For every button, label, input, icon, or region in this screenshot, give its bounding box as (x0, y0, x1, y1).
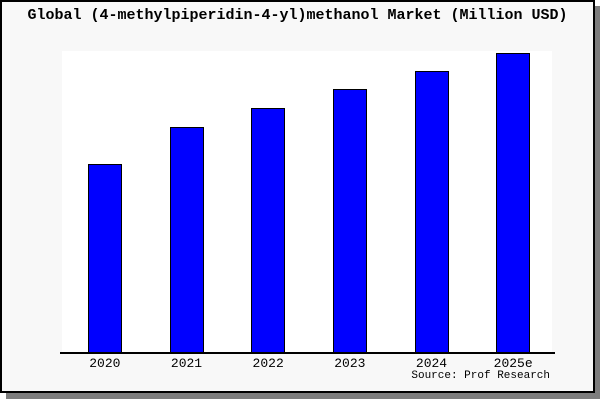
x-tick-label-2024: 2024 (415, 356, 448, 371)
bar-2022 (251, 108, 286, 352)
source-credit: Source: Prof Research (411, 370, 550, 382)
bar-2021 (169, 127, 204, 352)
x-tick-label-2023: 2023 (334, 356, 366, 371)
chart-title: Global (4-methylpiperidin-4-yl)methanol … (27, 7, 568, 24)
bar-2024 (414, 71, 449, 352)
bar-2025e (496, 53, 531, 352)
plot-area (62, 51, 552, 352)
x-tick-label-2022: 2022 (252, 356, 284, 371)
x-tick-label-2021: 2021 (170, 356, 203, 371)
bar-2023 (332, 89, 367, 352)
bar-2020 (87, 164, 122, 352)
x-tick-label-2020: 2020 (89, 356, 121, 371)
x-tick-label-2025e: 2025e (493, 356, 533, 371)
chart-panel: Global (4-methylpiperidin-4-yl)methanol … (0, 0, 595, 393)
x-axis-line (60, 352, 555, 354)
